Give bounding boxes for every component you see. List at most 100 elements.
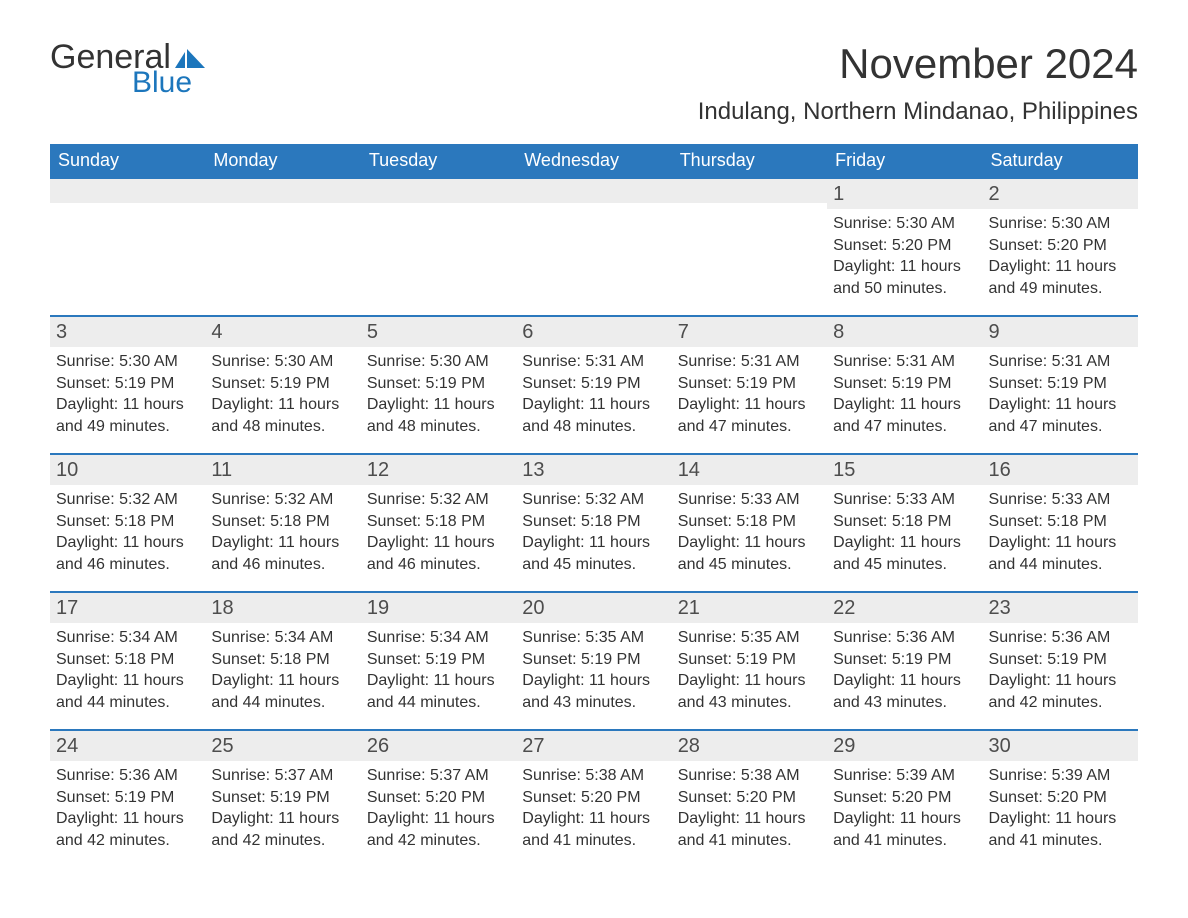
sunrise-text: Sunrise: 5:30 AM (367, 351, 510, 373)
calendar-cell: 9Sunrise: 5:31 AMSunset: 5:19 PMDaylight… (983, 315, 1138, 453)
daylight-text: Daylight: 11 hours and 46 minutes. (56, 532, 199, 575)
day-header: Sunday (50, 144, 205, 177)
sunset-text: Sunset: 5:18 PM (211, 511, 354, 533)
day-details: Sunrise: 5:31 AMSunset: 5:19 PMDaylight:… (516, 347, 671, 447)
daylight-text: Daylight: 11 hours and 45 minutes. (833, 532, 976, 575)
day-number (672, 177, 827, 203)
daylight-text: Daylight: 11 hours and 42 minutes. (989, 670, 1132, 713)
sunrise-text: Sunrise: 5:31 AM (833, 351, 976, 373)
daylight-text: Daylight: 11 hours and 43 minutes. (678, 670, 821, 713)
calendar-cell: 24Sunrise: 5:36 AMSunset: 5:19 PMDayligh… (50, 729, 205, 867)
sunrise-text: Sunrise: 5:36 AM (56, 765, 199, 787)
daylight-text: Daylight: 11 hours and 44 minutes. (367, 670, 510, 713)
sunrise-text: Sunrise: 5:34 AM (211, 627, 354, 649)
day-number: 18 (205, 591, 360, 623)
day-details: Sunrise: 5:39 AMSunset: 5:20 PMDaylight:… (983, 761, 1138, 861)
sunset-text: Sunset: 5:18 PM (989, 511, 1132, 533)
sunset-text: Sunset: 5:20 PM (989, 787, 1132, 809)
daylight-text: Daylight: 11 hours and 41 minutes. (989, 808, 1132, 851)
sunrise-text: Sunrise: 5:37 AM (367, 765, 510, 787)
day-number: 22 (827, 591, 982, 623)
day-details: Sunrise: 5:32 AMSunset: 5:18 PMDaylight:… (361, 485, 516, 585)
sunrise-text: Sunrise: 5:38 AM (678, 765, 821, 787)
calendar-cell: 29Sunrise: 5:39 AMSunset: 5:20 PMDayligh… (827, 729, 982, 867)
day-number: 5 (361, 315, 516, 347)
title-block: November 2024 Indulang, Northern Mindana… (698, 40, 1138, 126)
daylight-text: Daylight: 11 hours and 46 minutes. (211, 532, 354, 575)
sunset-text: Sunset: 5:19 PM (522, 649, 665, 671)
brand-word-2: Blue (132, 68, 205, 98)
daylight-text: Daylight: 11 hours and 41 minutes. (833, 808, 976, 851)
day-number: 4 (205, 315, 360, 347)
sunrise-text: Sunrise: 5:38 AM (522, 765, 665, 787)
day-number: 21 (672, 591, 827, 623)
calendar-cell: 16Sunrise: 5:33 AMSunset: 5:18 PMDayligh… (983, 453, 1138, 591)
daylight-text: Daylight: 11 hours and 41 minutes. (678, 808, 821, 851)
day-number: 1 (827, 177, 982, 209)
sunset-text: Sunset: 5:19 PM (833, 373, 976, 395)
day-number: 6 (516, 315, 671, 347)
sunrise-text: Sunrise: 5:34 AM (56, 627, 199, 649)
day-number: 9 (983, 315, 1138, 347)
sunset-text: Sunset: 5:20 PM (833, 235, 976, 257)
day-details: Sunrise: 5:31 AMSunset: 5:19 PMDaylight:… (983, 347, 1138, 447)
day-number: 3 (50, 315, 205, 347)
calendar-cell (672, 177, 827, 315)
daylight-text: Daylight: 11 hours and 45 minutes. (522, 532, 665, 575)
sunrise-text: Sunrise: 5:35 AM (678, 627, 821, 649)
sunset-text: Sunset: 5:18 PM (211, 649, 354, 671)
day-details: Sunrise: 5:35 AMSunset: 5:19 PMDaylight:… (516, 623, 671, 723)
day-details: Sunrise: 5:32 AMSunset: 5:18 PMDaylight:… (516, 485, 671, 585)
day-number: 19 (361, 591, 516, 623)
sunrise-text: Sunrise: 5:31 AM (522, 351, 665, 373)
month-title: November 2024 (698, 40, 1138, 88)
day-number: 24 (50, 729, 205, 761)
sunset-text: Sunset: 5:19 PM (989, 373, 1132, 395)
day-number: 7 (672, 315, 827, 347)
daylight-text: Daylight: 11 hours and 45 minutes. (678, 532, 821, 575)
calendar-week: 24Sunrise: 5:36 AMSunset: 5:19 PMDayligh… (50, 729, 1138, 867)
sunset-text: Sunset: 5:19 PM (989, 649, 1132, 671)
calendar-cell: 10Sunrise: 5:32 AMSunset: 5:18 PMDayligh… (50, 453, 205, 591)
sunset-text: Sunset: 5:20 PM (522, 787, 665, 809)
sunset-text: Sunset: 5:19 PM (833, 649, 976, 671)
calendar-cell: 13Sunrise: 5:32 AMSunset: 5:18 PMDayligh… (516, 453, 671, 591)
day-header: Tuesday (361, 144, 516, 177)
sunset-text: Sunset: 5:19 PM (56, 373, 199, 395)
sunrise-text: Sunrise: 5:30 AM (833, 213, 976, 235)
calendar-cell: 21 Sunrise: 5:35 AMSunset: 5:19 PMDayligh… (672, 591, 827, 729)
calendar-cell: 15Sunrise: 5:33 AMSunset: 5:18 PMDayligh… (827, 453, 982, 591)
sunset-text: Sunset: 5:19 PM (678, 373, 821, 395)
day-details: Sunrise: 5:30 AMSunset: 5:19 PMDaylight:… (361, 347, 516, 447)
calendar-cell: 27Sunrise: 5:38 AMSunset: 5:20 PMDayligh… (516, 729, 671, 867)
calendar-cell: 22Sunrise: 5:36 AMSunset: 5:19 PMDayligh… (827, 591, 982, 729)
sunrise-text: Sunrise: 5:32 AM (522, 489, 665, 511)
sunrise-text: Sunrise: 5:32 AM (367, 489, 510, 511)
calendar-cell: 19Sunrise: 5:34 AMSunset: 5:19 PMDayligh… (361, 591, 516, 729)
calendar-week: 3Sunrise: 5:30 AMSunset: 5:19 PMDaylight… (50, 315, 1138, 453)
daylight-text: Daylight: 11 hours and 41 minutes. (522, 808, 665, 851)
calendar-cell: 28Sunrise: 5:38 AMSunset: 5:20 PMDayligh… (672, 729, 827, 867)
day-details: Sunrise: 5:38 AMSunset: 5:20 PMDaylight:… (672, 761, 827, 861)
sunset-text: Sunset: 5:18 PM (678, 511, 821, 533)
day-number (205, 177, 360, 203)
sunset-text: Sunset: 5:19 PM (367, 649, 510, 671)
daylight-text: Daylight: 11 hours and 43 minutes. (522, 670, 665, 713)
calendar-cell: 23Sunrise: 5:36 AMSunset: 5:19 PMDayligh… (983, 591, 1138, 729)
sunset-text: Sunset: 5:19 PM (678, 649, 821, 671)
sunset-text: Sunset: 5:19 PM (367, 373, 510, 395)
day-header: Thursday (672, 144, 827, 177)
daylight-text: Daylight: 11 hours and 48 minutes. (211, 394, 354, 437)
day-number: 16 (983, 453, 1138, 485)
day-details: Sunrise: 5:30 AMSunset: 5:19 PMDaylight:… (50, 347, 205, 447)
sunset-text: Sunset: 5:18 PM (522, 511, 665, 533)
day-header-row: Sunday Monday Tuesday Wednesday Thursday… (50, 144, 1138, 177)
daylight-text: Daylight: 11 hours and 42 minutes. (211, 808, 354, 851)
day-number: 14 (672, 453, 827, 485)
daylight-text: Daylight: 11 hours and 44 minutes. (211, 670, 354, 713)
day-details: Sunrise: 5:30 AMSunset: 5:19 PMDaylight:… (205, 347, 360, 447)
calendar-cell (361, 177, 516, 315)
calendar-cell (205, 177, 360, 315)
calendar-cell: 20Sunrise: 5:35 AMSunset: 5:19 PMDayligh… (516, 591, 671, 729)
calendar-cell: 6Sunrise: 5:31 AMSunset: 5:19 PMDaylight… (516, 315, 671, 453)
